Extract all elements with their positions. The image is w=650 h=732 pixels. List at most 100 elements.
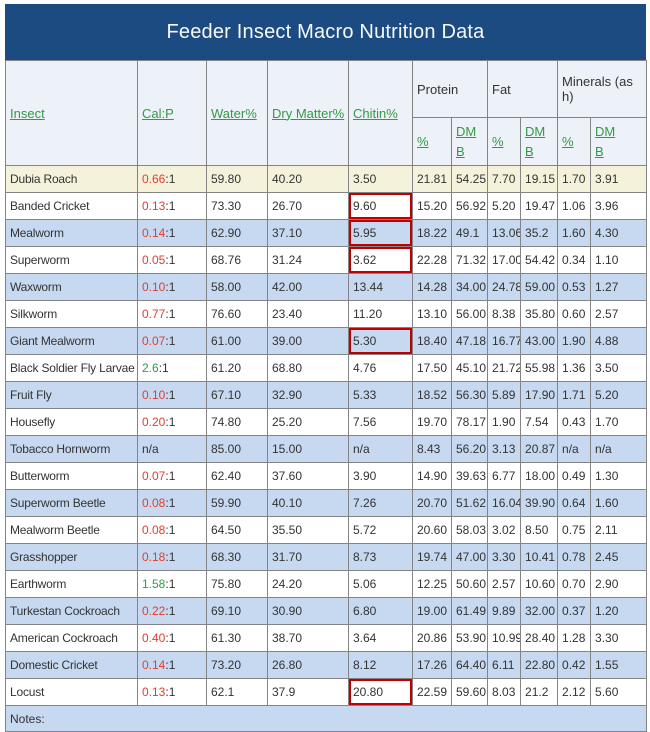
- table-row: Tobacco Hornworm n/a 85.00 15.00 n/a 8.43 56.2…: [5, 435, 648, 463]
- table-row: Banded Cricket 0.13:1 73.30 26.70 9.60 15.20 5…: [5, 192, 648, 220]
- header-sub-row: % DMB % DMB % DMB: [6, 117, 648, 166]
- cell-fat-dmb: 19.47: [520, 192, 559, 220]
- calp-ratio-value: 1.58: [142, 577, 166, 591]
- cell-fat-pct: 3.02: [487, 516, 522, 544]
- cell-protein-dmb: 51.62: [450, 489, 489, 517]
- cell-fat-pct: 21.72: [487, 354, 522, 382]
- cell-insect: Domestic Cricket: [5, 651, 138, 679]
- cell-protein-pct: 14.90: [412, 462, 452, 490]
- cell-calp: 2.6:1: [137, 354, 207, 382]
- cell-protein-dmb: 56.20: [450, 435, 489, 463]
- cell-minerals-dmb: 1.20: [590, 597, 648, 625]
- cell-insect: Earthworm: [5, 570, 138, 598]
- column-header-minerals-dmb[interactable]: DMB: [595, 124, 616, 159]
- column-header-chitin[interactable]: Chitin%: [353, 105, 398, 121]
- cell-water: 59.80: [206, 165, 268, 193]
- cell-protein-dmb: 61.49: [450, 597, 489, 625]
- cell-calp: 0.05:1: [137, 246, 207, 274]
- cell-minerals-dmb: 5.60: [590, 678, 648, 706]
- calp-ratio-suffix: :1: [165, 253, 176, 267]
- calp-ratio-suffix: :1: [158, 361, 169, 375]
- cell-calp: 1.58:1: [137, 570, 207, 598]
- cell-water: 58.00: [206, 273, 268, 301]
- calp-ratio-value: 0.05: [142, 253, 166, 267]
- cell-insect: Mealworm Beetle: [5, 516, 138, 544]
- cell-calp: 0.22:1: [137, 597, 207, 625]
- calp-ratio-value: 0.20: [142, 415, 166, 429]
- cell-fat-pct: 13.06: [487, 219, 522, 247]
- cell-fat-dmb: 32.00: [520, 597, 559, 625]
- column-header-protein-pct[interactable]: %: [417, 134, 429, 149]
- column-header-calp[interactable]: Cal:P: [142, 105, 174, 121]
- chitin-highlight-box: [349, 247, 412, 273]
- cell-protein-dmb: 50.60: [450, 570, 489, 598]
- cell-protein-dmb: 56.00: [450, 300, 489, 328]
- cell-insect: Banded Cricket: [5, 192, 138, 220]
- cell-protein-dmb: 56.30: [450, 381, 489, 409]
- column-header-fat-dmb-cell: DMB: [520, 117, 559, 166]
- calp-ratio-suffix: :1: [165, 172, 176, 186]
- cell-minerals-pct: 0.34: [557, 246, 592, 274]
- cell-protein-dmb: 53.90: [450, 624, 489, 652]
- cell-fat-dmb: 35.2: [520, 219, 559, 247]
- cell-protein-dmb: 54.25: [450, 165, 489, 193]
- cell-fat-dmb: 59.00: [520, 273, 559, 301]
- cell-fat-dmb: 43.00: [520, 327, 559, 355]
- table-body: Dubia Roach 0.66:1 59.80 40.20 3.50 21.81 54.2…: [5, 165, 648, 706]
- cell-calp: 0.07:1: [137, 462, 207, 490]
- cell-insect: Waxworm: [5, 273, 138, 301]
- cell-chitin: 6.80: [348, 597, 413, 625]
- column-header-fat-pct[interactable]: %: [492, 134, 504, 149]
- cell-minerals-dmb: 1.55: [590, 651, 648, 679]
- calp-ratio-value: 0.18: [142, 550, 166, 564]
- cell-water: 73.30: [206, 192, 268, 220]
- cell-chitin: 5.30: [348, 327, 413, 355]
- cell-minerals-dmb: 2.11: [590, 516, 648, 544]
- cell-dry-matter: 32.90: [267, 381, 349, 409]
- column-header-water[interactable]: Water%: [211, 105, 257, 121]
- cell-calp: 0.07:1: [137, 327, 207, 355]
- calp-ratio-value: 0.13: [142, 199, 166, 213]
- column-header-minerals-pct[interactable]: %: [562, 134, 574, 149]
- table-row: Superworm 0.05:1 68.76 31.24 3.62 22.28 71.32 1…: [5, 246, 648, 274]
- calp-ratio-suffix: :1: [165, 685, 176, 699]
- cell-minerals-pct: 0.75: [557, 516, 592, 544]
- cell-minerals-dmb: 1.60: [590, 489, 648, 517]
- column-header-calp-cell: Cal:P: [137, 60, 207, 166]
- cell-insect: Giant Mealworm: [5, 327, 138, 355]
- cell-fat-dmb: 18.00: [520, 462, 559, 490]
- cell-minerals-dmb: 3.50: [590, 354, 648, 382]
- cell-fat-pct: 1.90: [487, 408, 522, 436]
- cell-minerals-pct: 0.70: [557, 570, 592, 598]
- cell-chitin: 8.12: [348, 651, 413, 679]
- table-row: Domestic Cricket 0.14:1 73.20 26.80 8.12 17.2…: [5, 651, 648, 679]
- cell-insect: Housefly: [5, 408, 138, 436]
- cell-water: 61.30: [206, 624, 268, 652]
- column-header-insect[interactable]: Insect: [10, 105, 45, 121]
- column-group-protein: Protein: [411, 60, 489, 118]
- cell-chitin: 11.20: [348, 300, 413, 328]
- cell-fat-pct: 7.70: [487, 165, 522, 193]
- cell-fat-pct: 17.00: [487, 246, 522, 274]
- column-header-minerals-pct-cell: %: [557, 117, 592, 166]
- calp-ratio-suffix: :1: [165, 523, 176, 537]
- cell-insect: Tobacco Hornworm: [5, 435, 138, 463]
- cell-insect: American Cockroach: [5, 624, 138, 652]
- column-group-minerals: Minerals (ash): [557, 60, 648, 118]
- cell-minerals-pct: 0.43: [557, 408, 592, 436]
- cell-fat-dmb: 8.50: [520, 516, 559, 544]
- column-header-dry-matter[interactable]: Dry Matter%: [272, 105, 345, 121]
- column-group-minerals-label: Minerals (ash): [562, 74, 633, 104]
- cell-dry-matter: 31.70: [267, 543, 349, 571]
- cell-fat-dmb: 19.15: [520, 165, 559, 193]
- cell-dry-matter: 15.00: [267, 435, 349, 463]
- table-row: Housefly 0.20:1 74.80 25.20 7.56 19.70 78.17 1.…: [5, 408, 648, 436]
- cell-insect: Mealworm: [5, 219, 138, 247]
- column-header-fat-dmb[interactable]: DMB: [525, 124, 546, 159]
- column-header-protein-dmb[interactable]: DMB: [456, 124, 477, 159]
- chitin-highlight-box: [349, 328, 412, 354]
- cell-chitin: 3.50: [348, 165, 413, 193]
- page-title: Feeder Insect Macro Nutrition Data: [166, 20, 485, 43]
- cell-dry-matter: 37.60: [267, 462, 349, 490]
- cell-calp: 0.18:1: [137, 543, 207, 571]
